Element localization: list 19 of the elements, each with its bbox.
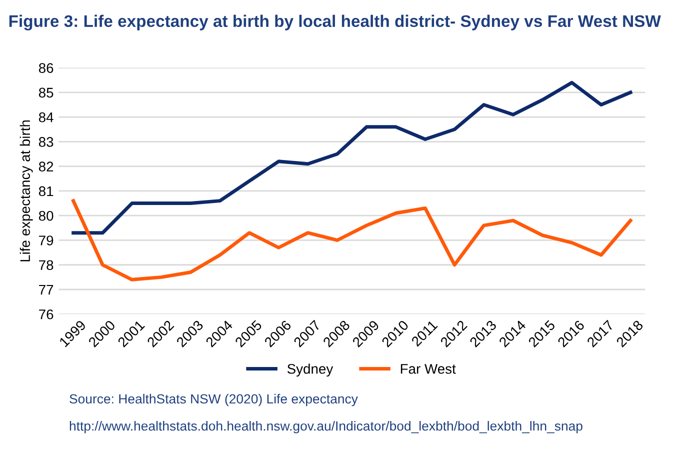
chart-title: Figure 3: Life expectancy at birth by local health district- Sydney vs Far West NSW	[9, 14, 661, 30]
y-tick-label: 81	[38, 186, 54, 196]
y-tick-label: 80	[38, 210, 54, 221]
legend-label: Sydney	[287, 364, 334, 377]
y-tick-label: 83	[38, 137, 54, 147]
y-tick-label: 84	[38, 112, 54, 122]
text: http://www.healthstats.doh.health.nsw.gov.au/Indicator/bod_lexbth/bod_lexbth_lhn_snap	[70, 420, 582, 434]
y-tick-label: 85	[38, 88, 54, 98]
y-tick-label: 77	[39, 284, 54, 295]
line-series	[72, 80, 632, 235]
y-tick-label: 76	[39, 309, 54, 320]
y-tick-label: 79	[39, 236, 54, 246]
y-tick-label: 82	[38, 162, 54, 172]
line-series	[72, 199, 632, 282]
source-note: Source: HealthStats NSW (2020) Life expectancy	[70, 394, 358, 406]
y-axis-title: Life expectancy at birth	[20, 120, 33, 262]
y-tick-label: 78	[39, 260, 54, 270]
y-tick-label: 86	[38, 63, 54, 73]
legend-label: Far West	[400, 364, 456, 374]
